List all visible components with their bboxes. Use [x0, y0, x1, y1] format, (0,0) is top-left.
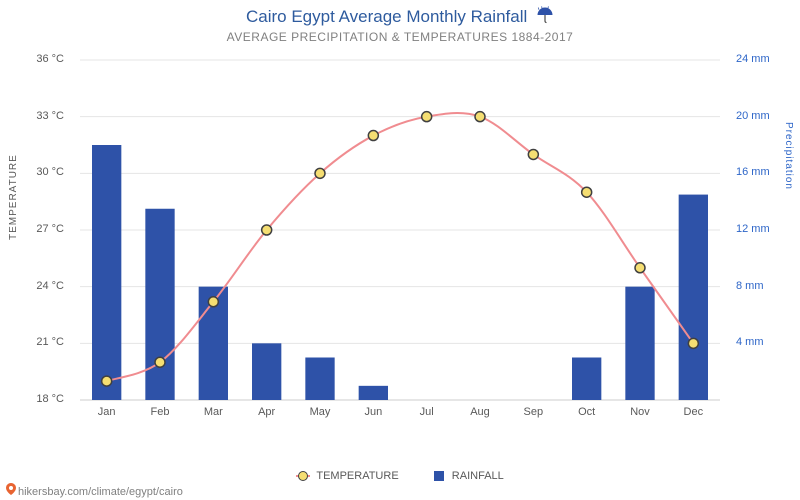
temperature-line — [107, 113, 694, 381]
chart-subtitle: AVERAGE PRECIPITATION & TEMPERATURES 188… — [0, 30, 800, 44]
y1-tick: 36 °C — [14, 53, 64, 65]
x-tick: Jun — [364, 406, 382, 418]
x-tick: Aug — [470, 406, 490, 418]
climate-chart: Cairo Egypt Average Monthly Rainfall AVE… — [0, 0, 800, 500]
rainfall-bar — [92, 145, 121, 400]
temperature-marker — [262, 225, 272, 235]
rainfall-bar — [359, 386, 388, 400]
plot-area — [70, 50, 730, 430]
temperature-marker — [155, 357, 165, 367]
x-tick: Mar — [204, 406, 223, 418]
legend-rain-label: RAINFALL — [452, 470, 504, 482]
plot-svg — [70, 50, 730, 430]
y1-tick: 27 °C — [14, 223, 64, 235]
legend-rainfall: RAINFALL — [434, 470, 504, 482]
temperature-marker — [368, 131, 378, 141]
rainfall-bar — [305, 358, 334, 401]
temperature-marker — [635, 263, 645, 273]
rainfall-bar — [252, 343, 281, 400]
temperature-marker — [315, 168, 325, 178]
y2-tick: 16 mm — [736, 166, 786, 178]
y2-tick: 20 mm — [736, 110, 786, 122]
x-tick: Oct — [578, 406, 595, 418]
x-tick: Feb — [151, 406, 170, 418]
temperature-marker — [102, 376, 112, 386]
chart-title: Cairo Egypt Average Monthly Rainfall — [0, 6, 800, 29]
y2-tick: 24 mm — [736, 53, 786, 65]
temperature-marker — [582, 187, 592, 197]
legend-temp-label: TEMPERATURE — [316, 470, 398, 482]
rainfall-bar — [572, 358, 601, 401]
y2-tick: 4 mm — [736, 336, 786, 348]
y2-axis-label: Precipitation — [783, 122, 794, 190]
temperature-marker — [528, 149, 538, 159]
rainfall-bar — [145, 209, 174, 400]
x-tick: Sep — [524, 406, 544, 418]
temperature-marker — [208, 297, 218, 307]
source-credit: hikersbay.com/climate/egypt/cairo — [6, 483, 183, 498]
x-tick: Jan — [98, 406, 116, 418]
umbrella-icon — [536, 6, 554, 29]
temperature-marker — [688, 338, 698, 348]
source-text: hikersbay.com/climate/egypt/cairo — [18, 486, 183, 498]
y2-tick: 12 mm — [736, 223, 786, 235]
x-tick: May — [310, 406, 331, 418]
y1-tick: 33 °C — [14, 110, 64, 122]
x-tick: Apr — [258, 406, 275, 418]
pin-icon — [6, 483, 16, 498]
y2-tick: 8 mm — [736, 280, 786, 292]
y1-tick: 18 °C — [14, 393, 64, 405]
temperature-marker — [475, 112, 485, 122]
x-tick: Jul — [420, 406, 434, 418]
legend: TEMPERATURE RAINFALL — [0, 470, 800, 482]
y1-tick: 24 °C — [14, 280, 64, 292]
x-tick: Nov — [630, 406, 650, 418]
legend-temperature: TEMPERATURE — [296, 470, 398, 482]
temperature-marker — [422, 112, 432, 122]
title-text: Cairo Egypt Average Monthly Rainfall — [246, 7, 527, 26]
x-tick: Dec — [684, 406, 704, 418]
y1-tick: 30 °C — [14, 166, 64, 178]
rainfall-bar — [625, 287, 654, 400]
y1-tick: 21 °C — [14, 336, 64, 348]
rainfall-bar — [679, 195, 708, 400]
